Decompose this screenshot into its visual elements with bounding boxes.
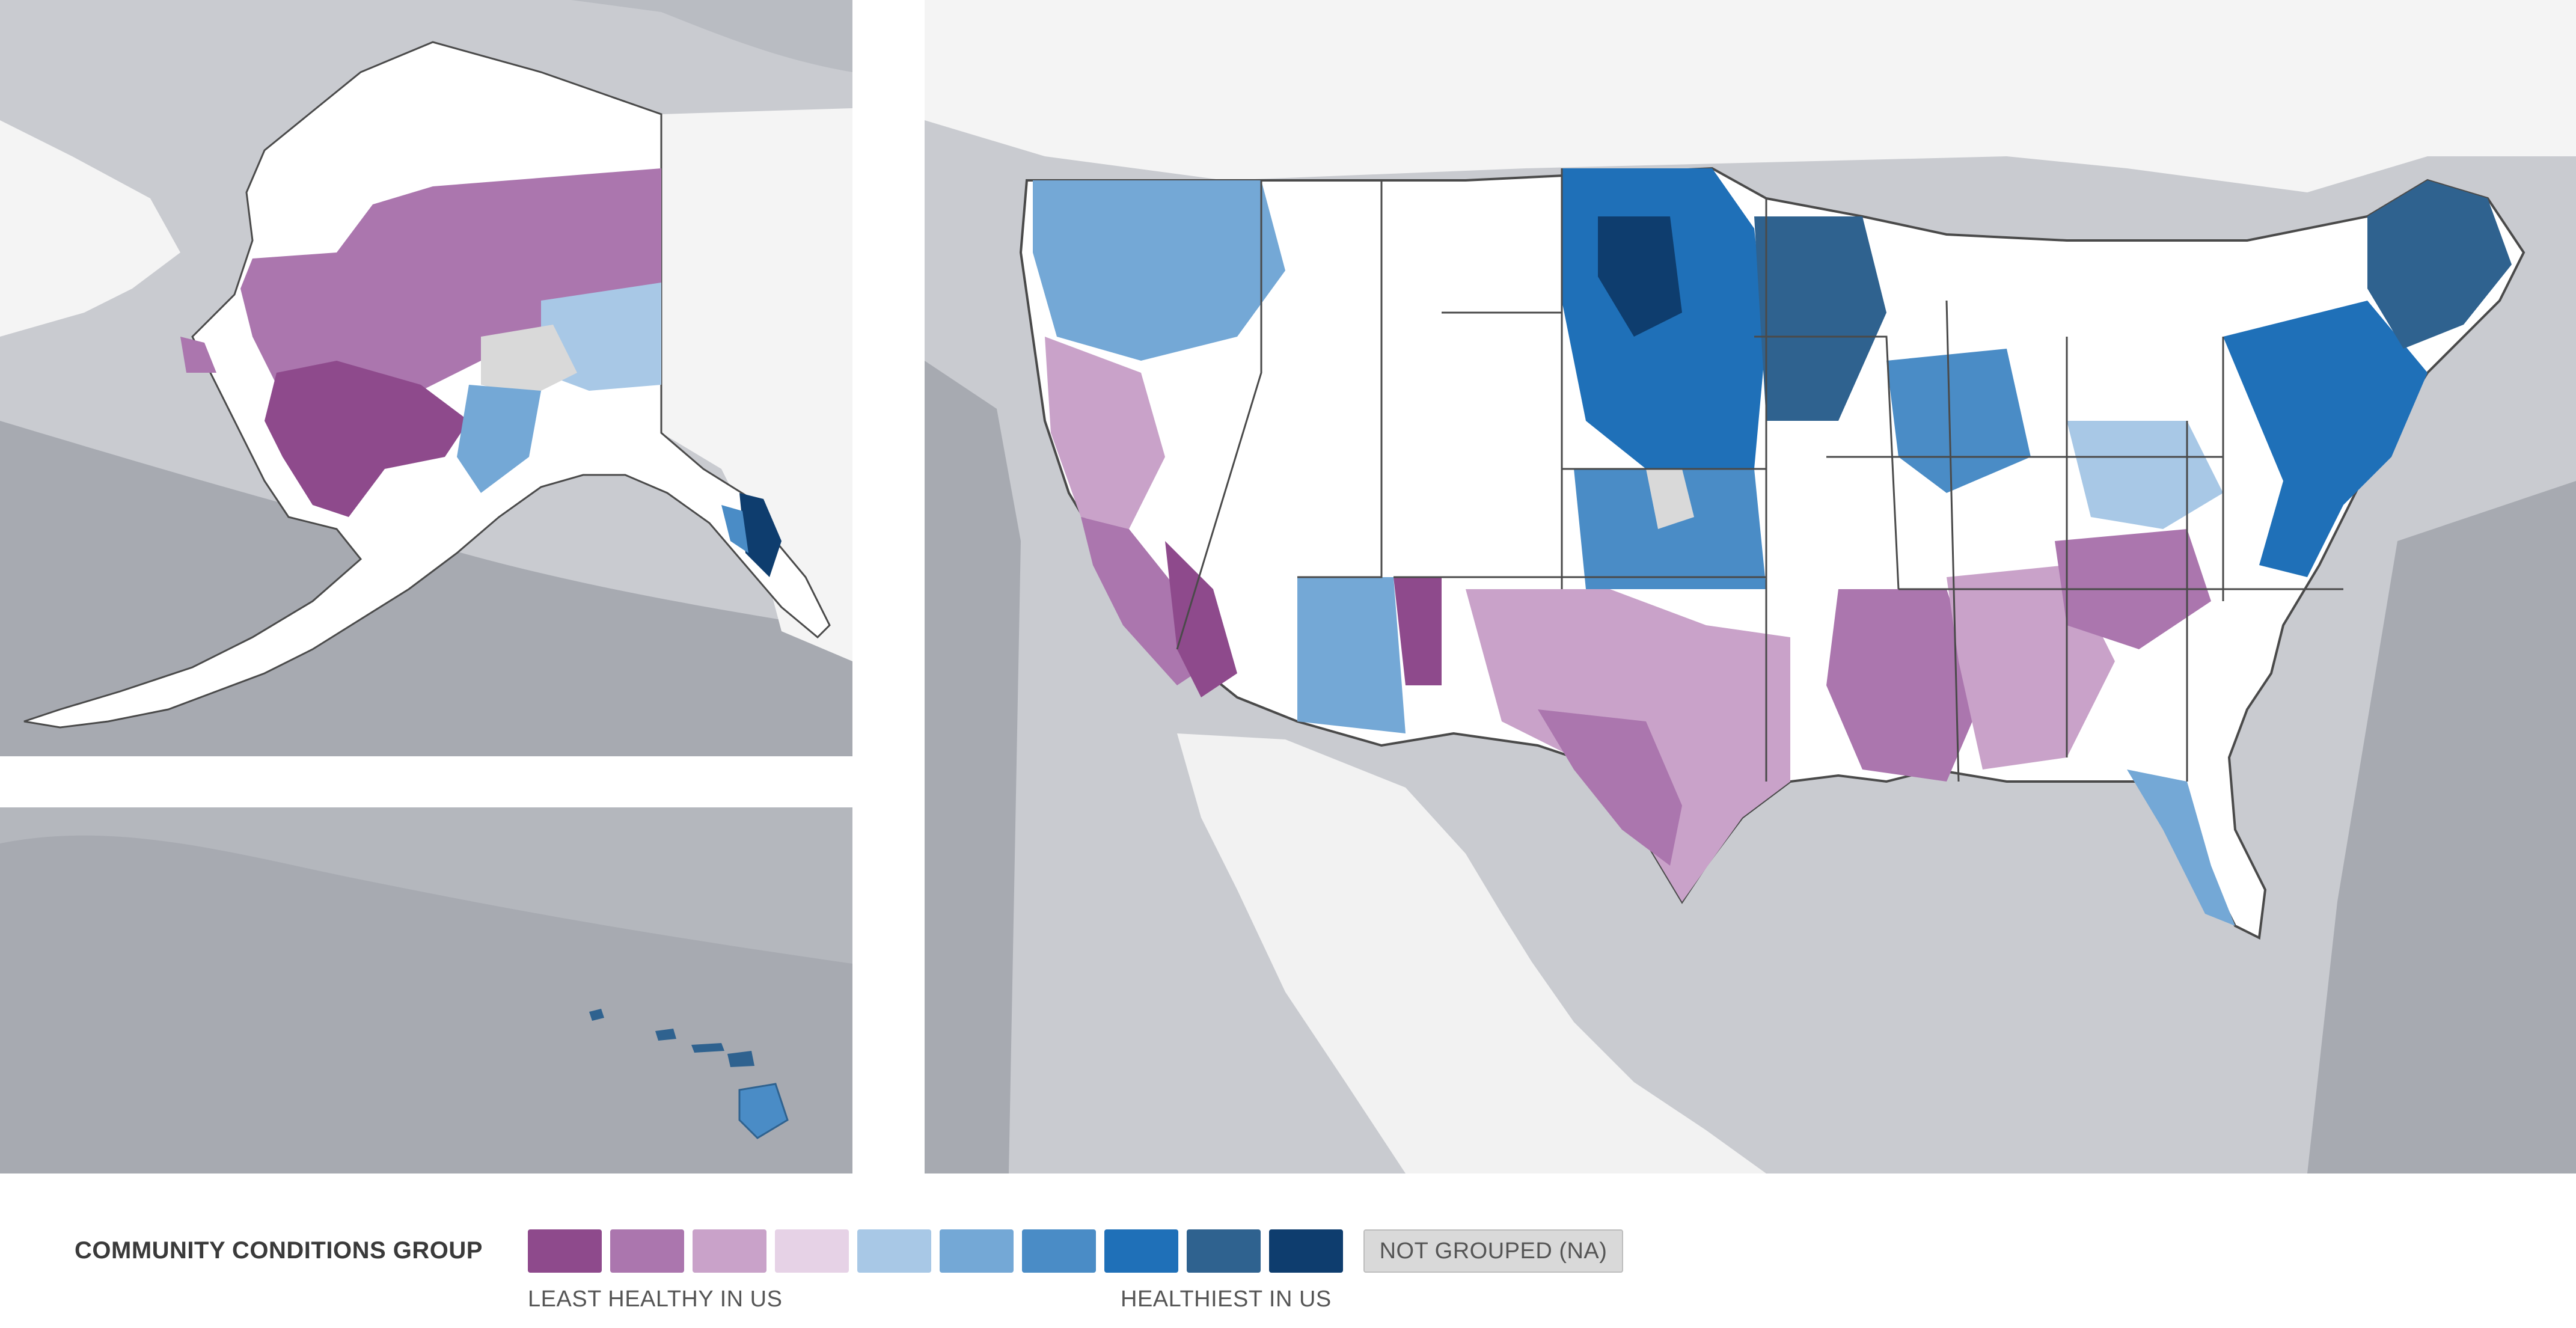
alaska-island-group2[interactable] xyxy=(180,337,216,373)
hawaii-deep-ocean xyxy=(0,835,852,1173)
legend-swatch-group-4[interactable] xyxy=(775,1229,849,1273)
legend-swatch-group-1[interactable] xyxy=(528,1229,602,1273)
ohio-valley-region[interactable] xyxy=(2067,421,2223,529)
na-region[interactable] xyxy=(1646,469,1694,529)
legend-swatch-group-6[interactable] xyxy=(940,1229,1014,1273)
island-oahu[interactable] xyxy=(655,1029,676,1041)
alaska-region-group1[interactable] xyxy=(265,361,469,517)
conus-map-svg xyxy=(925,0,2576,1173)
central-valley-region[interactable] xyxy=(1165,541,1237,697)
atlantic-deep-ocean xyxy=(2307,481,2576,1173)
canada-land xyxy=(925,0,2576,192)
healthiest-label: HEALTHIEST IN US xyxy=(1121,1287,1332,1312)
mexico-land xyxy=(1177,733,1766,1173)
island-molokai[interactable] xyxy=(691,1043,724,1053)
island-maui[interactable] xyxy=(727,1051,754,1067)
oregon-california-region[interactable] xyxy=(1045,337,1165,529)
canada-land xyxy=(661,108,852,661)
south-texas-region[interactable] xyxy=(1538,709,1682,866)
northeast-region[interactable] xyxy=(2223,301,2428,577)
new-england-region[interactable] xyxy=(2367,180,2512,349)
alaska-map-svg xyxy=(0,0,852,756)
minnesota-region[interactable] xyxy=(1754,216,1886,421)
dakota-region[interactable] xyxy=(1598,216,1682,337)
island-kauai[interactable] xyxy=(589,1009,604,1021)
continental-us-map[interactable] xyxy=(925,0,2576,1173)
legend-swatch-group-7[interactable] xyxy=(1022,1229,1096,1273)
russia-land xyxy=(0,120,180,337)
alaska-region-group6[interactable] xyxy=(457,385,541,493)
legend-title: COMMUNITY CONDITIONS GROUP xyxy=(75,1237,483,1264)
hawaii-inset-map[interactable] xyxy=(0,807,852,1173)
least-healthy-label: LEAST HEALTHY IN US xyxy=(528,1287,783,1312)
arctic-ice xyxy=(0,0,852,72)
hawaii-map-svg xyxy=(0,807,852,1173)
legend-swatch-group-10[interactable] xyxy=(1269,1229,1343,1273)
alaska-inset-map[interactable] xyxy=(0,0,852,756)
florida-region[interactable] xyxy=(2127,770,2235,926)
legend-swatch-group-3[interactable] xyxy=(693,1229,766,1273)
not-grouped-button[interactable]: NOT GROUPED (NA) xyxy=(1363,1229,1623,1273)
alaska-region-na[interactable] xyxy=(481,325,577,397)
pacific-deep-ocean xyxy=(925,361,1021,1173)
legend-swatch-group-9[interactable] xyxy=(1187,1229,1261,1273)
island-hawaii[interactable] xyxy=(738,1083,789,1139)
legend-swatch-group-2[interactable] xyxy=(610,1229,684,1273)
arizona-east-region[interactable] xyxy=(1394,577,1442,685)
legend-swatch-group-8[interactable] xyxy=(1104,1229,1178,1273)
arizona-region[interactable] xyxy=(1297,577,1406,733)
legend-swatch-group-5[interactable] xyxy=(857,1229,931,1273)
alaska-region-group7[interactable] xyxy=(721,505,748,553)
northwest-region[interactable] xyxy=(1033,180,1285,361)
alaska-region-group10[interactable] xyxy=(739,493,782,577)
mississippi-region[interactable] xyxy=(1826,589,1983,782)
kansas-region[interactable] xyxy=(1574,469,1766,589)
state-borders xyxy=(1176,168,2343,782)
